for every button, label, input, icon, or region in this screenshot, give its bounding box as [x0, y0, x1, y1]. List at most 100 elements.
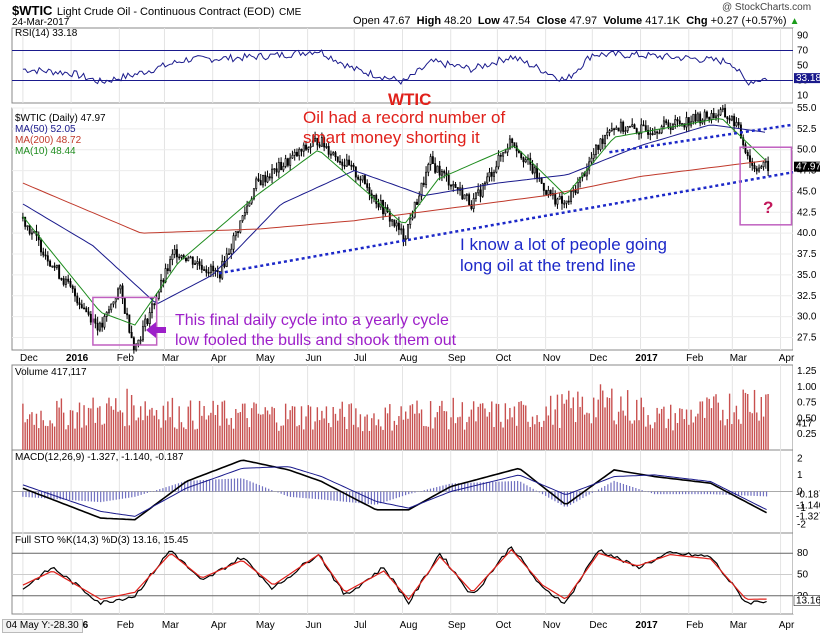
candle-body [685, 117, 688, 128]
candle-body [103, 316, 106, 328]
candle-body [135, 343, 138, 351]
candle-body [350, 164, 353, 167]
candle-body [314, 137, 317, 142]
volume-label: Volume [603, 15, 643, 27]
candle-body [615, 127, 618, 130]
candle-body [427, 164, 430, 173]
candle-body [257, 178, 260, 181]
candle-body [633, 124, 636, 129]
candle-body [114, 298, 117, 303]
price-y-tick: 35.0 [797, 270, 817, 281]
candle-body [436, 165, 439, 173]
x-tick-label-top: Apr [779, 353, 795, 364]
candle-body [619, 121, 622, 132]
candle-body [599, 138, 602, 150]
x-tick-label-bottom: 2017 [635, 620, 658, 631]
candle-body [24, 216, 27, 227]
candle-body [243, 212, 246, 217]
candle-body [631, 124, 634, 127]
candle-body [628, 125, 631, 128]
candle-body [660, 126, 663, 134]
annotation-record-line2: smart money shorting it [303, 128, 480, 147]
candle-body [567, 200, 570, 203]
moving-average-line-0 [22, 124, 766, 304]
candle-body [767, 160, 770, 172]
candle-body [604, 134, 606, 144]
annotation-trend-line2: long oil at the trend line [460, 256, 636, 275]
candle-body [420, 182, 423, 197]
candle-body [687, 117, 690, 126]
candle-body [719, 109, 722, 116]
x-tick-label-bottom: Apr [211, 620, 227, 631]
candle-body [497, 154, 500, 168]
candle-body [422, 182, 425, 186]
candle-body [735, 121, 738, 127]
candle-body [189, 256, 192, 259]
candle-body [699, 113, 702, 124]
annotation-cycle-line2: low fooled the bulls and shook them out [175, 332, 457, 349]
candle-body [284, 158, 287, 167]
candle-body [724, 107, 727, 118]
candle-body [71, 285, 74, 290]
candle-body [393, 219, 396, 227]
candle-body [610, 128, 613, 131]
x-tick-label-top: Oct [496, 353, 512, 364]
price-panel-legend: $WTIC (Daily) 47.97 MA(50) 52.05 MA(200)… [15, 113, 106, 157]
candle-body [395, 222, 398, 227]
candle-body [504, 151, 507, 154]
candle-body [126, 313, 129, 316]
price-y-tick: 52.5 [797, 124, 817, 135]
candle-body [305, 144, 307, 150]
sto-panel-label: Full STO %K(14,3) %D(3) 13.16, 15.45 [15, 535, 189, 546]
candle-body [730, 115, 733, 121]
candle-body [542, 182, 545, 191]
candle-body [153, 303, 156, 306]
candle-body [570, 191, 573, 202]
candle-body [597, 144, 600, 150]
candle-body [194, 263, 197, 265]
candle-body [468, 194, 471, 206]
volume-y-tick: 0.75 [797, 398, 817, 409]
candle-body [94, 318, 97, 324]
rsi-y-tick: 90 [797, 31, 809, 42]
candle-body [268, 176, 271, 179]
candle-body [454, 184, 457, 188]
candle-body [62, 278, 65, 285]
rsi-last-label: 33.18 [796, 73, 820, 84]
candle-body [89, 313, 92, 323]
rsi-y-tick: 10 [797, 91, 809, 102]
candle-body [594, 144, 597, 155]
moving-average-line-2 [22, 118, 766, 326]
candle-body [164, 268, 167, 283]
x-tick-label-top: 2017 [635, 353, 658, 364]
candle-body [574, 190, 577, 194]
candle-body [712, 112, 715, 119]
volume-y-tick: 1.25 [797, 366, 817, 377]
x-tick-label-bottom: May [256, 620, 275, 631]
candle-body [255, 178, 258, 189]
candle-body [262, 174, 264, 186]
ma10-legend-entry: MA(10) 48.44 [15, 146, 76, 157]
candle-body [169, 259, 172, 271]
candle-body [431, 156, 434, 164]
candle-body [363, 175, 366, 184]
candle-body [307, 147, 310, 150]
candle-body [271, 168, 274, 179]
candle-body [334, 152, 337, 158]
candle-body [470, 204, 473, 209]
macd-y-tick: 2 [797, 453, 803, 464]
candle-body [137, 339, 140, 345]
instrument-name: Light Crude Oil - Continuous Contract (E… [56, 6, 275, 18]
candle-body [203, 269, 206, 271]
candle-body [166, 268, 169, 271]
rsi-panel-label: RSI(14) 33.18 [15, 28, 78, 39]
candle-body [248, 202, 251, 207]
macd-line [22, 459, 767, 521]
chg-value: +0.27 (+0.57%) [710, 15, 787, 27]
candle-body [760, 166, 763, 169]
candle-body [531, 163, 534, 174]
candle-body [336, 156, 339, 162]
candle-body [545, 190, 548, 195]
candle-body [606, 132, 609, 136]
